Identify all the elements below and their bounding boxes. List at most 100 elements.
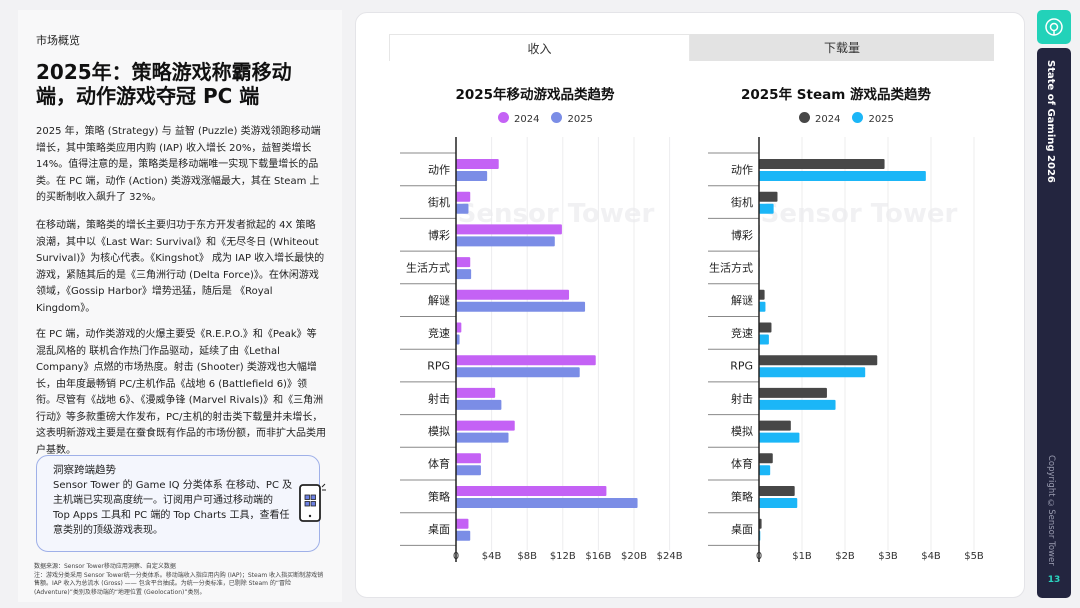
category-label: 模拟: [731, 424, 753, 438]
bar-2025-5: [456, 334, 460, 345]
watermark: Sensor Tower: [761, 199, 958, 229]
x-tick-label: $1B: [792, 551, 812, 562]
bar-2024-4: [456, 289, 570, 300]
bar-2025-7: [456, 399, 502, 410]
x-tick-label: $3B: [878, 551, 898, 562]
bar-2025-2: [456, 236, 555, 247]
category-label: 体育: [731, 457, 753, 471]
category-label: 策略: [428, 489, 450, 503]
bar-2024-7: [456, 387, 496, 398]
bar-2025-10: [759, 498, 798, 508]
category-label: 策略: [731, 489, 753, 503]
bar-2025-8: [456, 432, 509, 443]
category-label: 竞速: [428, 326, 450, 340]
callout-body: Sensor Tower 的 Game IQ 分类体系 在移动、PC 及主机端已…: [53, 480, 293, 536]
category-label: RPG: [427, 360, 450, 373]
bar-2025-4: [759, 301, 766, 312]
category-label: 街机: [428, 195, 450, 209]
steam-legend: 2024 2025: [799, 112, 894, 125]
category-label: 模拟: [428, 424, 450, 438]
bar-2025-6: [456, 367, 580, 378]
bar-2024-7: [759, 387, 827, 398]
x-tick-label: $20B: [621, 551, 647, 562]
bar-2024-2: [456, 224, 562, 235]
bar-2025-0: [759, 171, 926, 181]
bar-2025-7: [759, 399, 836, 410]
category-label: 竞速: [731, 326, 753, 340]
category-label: 生活方式: [709, 260, 753, 274]
category-label: RPG: [730, 360, 753, 373]
sidebar: [1037, 48, 1071, 598]
bar-2025-1: [759, 203, 774, 214]
category-label: 解谜: [731, 293, 753, 307]
bar-2025-9: [759, 465, 771, 476]
bar-2024-9: [759, 453, 773, 464]
x-tick-label: $4B: [482, 551, 502, 562]
bar-2024-5: [456, 322, 462, 333]
category-label: 射击: [731, 391, 753, 405]
category-label: 射击: [428, 391, 450, 405]
bar-2024-8: [759, 420, 791, 431]
mobile-legend: 2024 2025: [498, 112, 593, 125]
watermark: Sensor Tower: [458, 199, 655, 229]
bar-2024-0: [456, 159, 499, 169]
copyright: Copyright ©Sensor Tower: [1046, 455, 1056, 566]
legend-item-2024[interactable]: 2024: [498, 112, 539, 125]
bar-2024-10: [456, 486, 607, 496]
bar-2025-4: [456, 301, 586, 312]
x-tick-label: $2B: [835, 551, 855, 562]
legend-item-2025[interactable]: 2025: [551, 112, 593, 125]
steam-chart-title: 2025年 Steam 游戏品类趋势: [741, 87, 931, 103]
bar-2024-8: [456, 420, 515, 431]
category-label: 动作: [428, 163, 450, 176]
category-label: 解谜: [428, 293, 450, 307]
legend-item-2025[interactable]: 2025: [852, 112, 894, 125]
bar-2024-0: [759, 159, 885, 169]
legend-item-2024[interactable]: 2024: [799, 112, 840, 125]
mobile-chart-title: 2025年移动游戏品类趋势: [455, 87, 615, 103]
x-tick-label: $4B: [921, 551, 941, 562]
section-label: 市场概览: [36, 34, 80, 47]
paragraph-2: 在移动端，策略类的增长主要归功于东方开发者掀起的 4X 策略 浪潮，其中以《La…: [36, 220, 325, 314]
bar-2024-6: [456, 355, 596, 366]
bar-2024-1: [456, 191, 471, 202]
bar-2025-8: [759, 432, 800, 443]
category-label: 体育: [428, 457, 450, 471]
bar-2024-10: [759, 486, 795, 496]
category-label: 桌面: [731, 523, 753, 536]
bar-2025-0: [456, 171, 488, 181]
bar-2025-9: [456, 465, 481, 476]
bar-2024-4: [759, 289, 765, 300]
bar-2025-6: [759, 367, 866, 378]
callout-title: 洞察跨端趋势: [53, 464, 116, 476]
x-tick-label: $12B: [550, 551, 576, 562]
category-label: 博彩: [731, 229, 753, 242]
category-label: 街机: [731, 195, 753, 209]
x-tick-label: $16B: [585, 551, 611, 562]
bar-2024-6: [759, 355, 878, 366]
bar-2024-5: [759, 322, 772, 333]
category-label: 生活方式: [406, 260, 450, 274]
page-title: 2025年：策略游戏称霸移动端，动作游戏夺冠 PC 端: [36, 60, 292, 108]
bar-2025-3: [456, 269, 472, 280]
paragraph-3: 在 PC 端，动作类游戏的火爆主要受《R.E.P.O.》和《Peak》等混乱风格…: [36, 329, 326, 456]
note: 注：游戏分类采用 Sensor Tower统一分类体系。移动端收入指应用内购 (…: [34, 571, 324, 596]
category-label: 博彩: [428, 229, 450, 242]
sensor-tower-logo-icon: [1037, 10, 1071, 44]
bar-2025-11: [456, 530, 471, 541]
data-source: 数据来源：Sensor Tower移动应用洞察、自定义数据: [34, 563, 176, 570]
bar-2025-1: [456, 203, 469, 214]
bar-2024-11: [456, 518, 469, 529]
phone-apps-icon: [299, 483, 326, 522]
tab-downloads[interactable]: 下载量: [690, 34, 994, 61]
paragraph-1: 2025 年，策略 (Strategy) 与 益智 (Puzzle) 类游戏领跑…: [36, 126, 321, 203]
x-tick-label: $8B: [517, 551, 537, 562]
page-number: 13: [1047, 575, 1061, 585]
tab-revenue[interactable]: 收入: [389, 34, 690, 61]
x-tick-label: $24B: [657, 551, 683, 562]
category-label: 动作: [731, 163, 753, 176]
bar-2025-5: [759, 334, 769, 345]
footnotes: 数据来源：Sensor Tower移动应用洞察、自定义数据 注：游戏分类采用 S…: [34, 563, 324, 597]
x-tick-label: $5B: [964, 551, 984, 562]
